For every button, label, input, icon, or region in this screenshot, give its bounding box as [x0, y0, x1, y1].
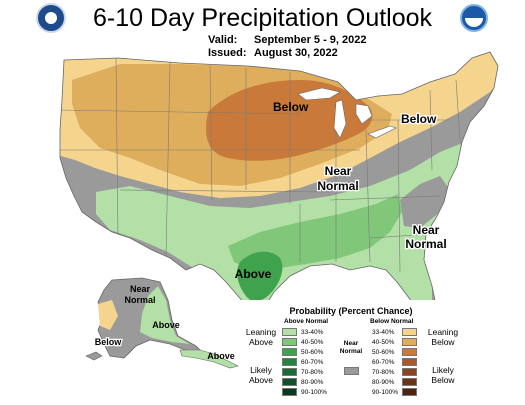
legend-below-swatch-4: [402, 368, 417, 376]
leaning-below-word-2: Below: [431, 337, 455, 347]
legend-above-pct-3: 60-70%: [301, 358, 324, 366]
noaa-logo-icon: [460, 4, 488, 32]
legend-above-swatch-4: [282, 368, 297, 376]
label-below-northeast: Below: [401, 112, 437, 126]
legend-below-swatch-2: [402, 348, 417, 356]
label-above-texas: Above: [235, 267, 272, 281]
legend-below-swatch-3: [402, 358, 417, 366]
label-near-normal-southeast-1: Near: [413, 223, 440, 237]
legend-leaning-above: Leaning Above: [242, 327, 280, 347]
label-near-normal-southeast-2: Normal: [405, 237, 446, 251]
legend-below-pct-5: 80-90%: [372, 378, 395, 386]
legend-near-normal-label: Near Normal: [336, 340, 366, 356]
label-alaska-above: Above: [152, 320, 180, 330]
legend-above-swatch-5: [282, 378, 297, 386]
legend-above-swatch-0: [282, 328, 297, 336]
legend-likely-below: Likely Below: [424, 365, 462, 385]
legend-above-pct-2: 50-60%: [301, 348, 324, 356]
map-title: 6-10 Day Precipitation Outlook: [92, 4, 433, 32]
aleutians-above-region: [179, 349, 239, 369]
issued-label: Issued:: [208, 47, 247, 59]
legend-above-pct-0: 33-40%: [301, 328, 324, 336]
legend-below-pct-4: 70-80%: [372, 368, 395, 376]
legend-title: Probability (Percent Chance): [289, 306, 413, 316]
above-40-50-region: [228, 194, 402, 270]
legend-below-pct-2: 50-60%: [372, 348, 395, 356]
legend-above-pct-1: 40-50%: [301, 338, 324, 346]
valid-label: Valid:: [208, 34, 238, 46]
leaning-above-word-2: Above: [248, 337, 274, 347]
legend-leaning-below: Leaning Below: [424, 327, 462, 347]
aleutian-island: [85, 351, 103, 361]
legend-above-swatch-1: [282, 338, 297, 346]
label-alaska-near-2: Normal: [124, 295, 155, 305]
legend-above-swatch-3: [282, 358, 297, 366]
legend-below-pct-1: 40-50%: [372, 338, 395, 346]
likely-below-word-1: Likely: [432, 365, 454, 375]
issued-value: August 30, 2022: [254, 47, 338, 59]
legend-above-pct-4: 70-80%: [301, 368, 324, 376]
label-aleutians-above: Above: [207, 351, 235, 361]
legend-above-swatch-2: [282, 348, 297, 356]
great-lakes: [297, 87, 397, 139]
likely-below-word-2: Below: [431, 375, 455, 385]
likely-above-word-2: Above: [248, 375, 274, 385]
label-alaska-near-1: Near: [130, 284, 151, 294]
probability-legend: Probability (Percent Chance) Above Norma…: [240, 300, 462, 402]
southeast-near-normal-region: [400, 176, 450, 228]
issued-date: Issued: August 30, 2022: [208, 47, 338, 59]
near-normal-word-2: Normal: [339, 348, 363, 355]
label-near-normal-central-2: Normal: [317, 179, 358, 193]
legend-above-swatch-6: [282, 388, 297, 396]
legend-below-pct-6: 90-100%: [372, 388, 399, 396]
legend-below-pct-0: 33-40%: [372, 328, 395, 336]
legend-above-pct-5: 80-90%: [301, 378, 324, 386]
lake-michigan: [333, 99, 347, 139]
state-boundaries: [60, 57, 461, 273]
likely-above-word-1: Likely: [250, 365, 272, 375]
alaska-above-region: [140, 286, 190, 344]
commerce-seal-icon: [36, 3, 66, 33]
legend-below-swatch-1: [402, 338, 417, 346]
near-normal-word-1: Near: [343, 340, 359, 347]
alaska-map: [85, 277, 239, 369]
valid-dates: Valid: September 5 - 9, 2022: [208, 34, 367, 46]
legend-below-header: Below Normal: [370, 318, 414, 325]
legend-below-swatch-0: [402, 328, 417, 336]
legend-likely-above: Likely Above: [242, 365, 280, 385]
alaska-below-region: [98, 300, 118, 330]
legend-near-normal-swatch: [344, 367, 359, 375]
legend-below-swatch-5: [402, 378, 417, 386]
legend-above-header: Above Normal: [284, 318, 329, 325]
below-50-60-region: [206, 80, 373, 161]
legend-below-pct-3: 60-70%: [372, 358, 395, 366]
valid-value: September 5 - 9, 2022: [254, 34, 367, 46]
leaning-below-word-1: Leaning: [427, 327, 459, 337]
lake-huron: [355, 103, 373, 125]
label-alaska-below: Below: [95, 337, 123, 347]
label-below-upper-midwest: Below: [273, 100, 309, 114]
lake-erie: [367, 125, 397, 139]
label-near-normal-central-1: Near: [325, 164, 352, 178]
legend-below-swatch-6: [402, 388, 417, 396]
above-50-60-region: [237, 251, 283, 302]
lake-superior: [297, 87, 341, 101]
leaning-above-word-1: Leaning: [245, 327, 277, 337]
legend-above-pct-6: 90-100%: [301, 388, 328, 396]
